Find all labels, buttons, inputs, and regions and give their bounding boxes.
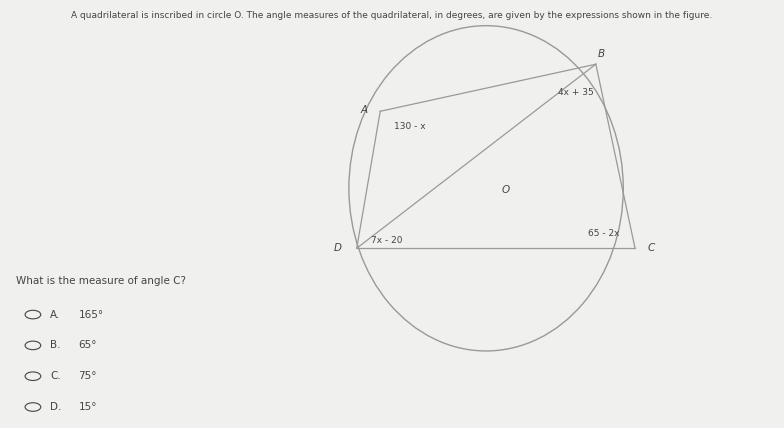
Text: 65°: 65° xyxy=(78,340,97,351)
Text: B: B xyxy=(597,49,604,59)
Text: D.: D. xyxy=(50,402,62,412)
Text: A quadrilateral is inscribed in circle O. The angle measures of the quadrilatera: A quadrilateral is inscribed in circle O… xyxy=(71,11,713,20)
Text: A.: A. xyxy=(50,309,60,320)
Text: C.: C. xyxy=(50,371,61,381)
Text: 165°: 165° xyxy=(78,309,103,320)
Text: D: D xyxy=(333,243,342,253)
Text: 130 - x: 130 - x xyxy=(394,122,426,131)
Text: B.: B. xyxy=(50,340,60,351)
Text: C: C xyxy=(648,243,655,253)
Text: 75°: 75° xyxy=(78,371,97,381)
Text: 15°: 15° xyxy=(78,402,97,412)
Text: A: A xyxy=(361,104,368,115)
Text: 65 - 2x: 65 - 2x xyxy=(588,229,619,238)
Text: 4x + 35: 4x + 35 xyxy=(558,88,594,97)
Text: 7x - 20: 7x - 20 xyxy=(371,236,402,245)
Text: O: O xyxy=(502,185,510,196)
Text: What is the measure of angle C?: What is the measure of angle C? xyxy=(16,276,186,286)
